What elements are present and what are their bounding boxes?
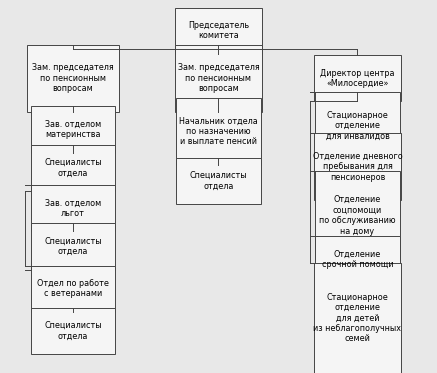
FancyBboxPatch shape [31,106,115,153]
Text: Директор центра
«Милосердие»: Директор центра «Милосердие» [320,69,395,88]
Text: Начальник отдела
по назначению
и выплате пенсий: Начальник отдела по назначению и выплате… [179,116,258,146]
FancyBboxPatch shape [31,266,115,312]
FancyBboxPatch shape [31,145,115,191]
FancyBboxPatch shape [31,223,115,270]
Text: Отдел по работе
с ветеранами: Отдел по работе с ветеранами [37,279,109,298]
Text: Зав. отделом
материнства: Зав. отделом материнства [45,120,101,139]
FancyBboxPatch shape [315,171,400,260]
Text: Зав. отделом
льгот: Зав. отделом льгот [45,198,101,218]
FancyBboxPatch shape [176,98,261,165]
FancyBboxPatch shape [31,185,115,231]
FancyBboxPatch shape [175,7,262,54]
Text: Специалисты
отдела: Специалисты отдела [44,237,102,256]
FancyBboxPatch shape [314,263,401,373]
Text: Отделение
соцпомощи
по обслуживанию
на дому: Отделение соцпомощи по обслуживанию на д… [319,195,396,235]
FancyBboxPatch shape [314,133,401,200]
Text: Председатель
комитета: Председатель комитета [188,21,249,40]
Text: Стационарное
отделение
для инвалидов: Стационарное отделение для инвалидов [326,111,389,141]
FancyBboxPatch shape [315,92,400,160]
Text: Специалисты
отдела: Специалисты отдела [44,321,102,341]
Text: Зам. председателя
по пенсионным
вопросам: Зам. председателя по пенсионным вопросам [32,63,114,93]
Text: Специалисты
отдела: Специалисты отдела [44,158,102,178]
Text: Зам. председателя
по пенсионным
вопросам: Зам. председателя по пенсионным вопросам [177,63,260,93]
FancyBboxPatch shape [314,55,401,101]
Text: Отделение дневного
пребывания для
пенсионеров: Отделение дневного пребывания для пенсио… [312,152,402,182]
FancyBboxPatch shape [315,236,400,282]
FancyBboxPatch shape [175,44,262,112]
FancyBboxPatch shape [31,308,115,354]
FancyBboxPatch shape [28,44,118,112]
Text: Специалисты
отдела: Специалисты отдела [190,171,247,190]
FancyBboxPatch shape [176,158,261,204]
Text: Отделение
срочной помощи: Отделение срочной помощи [322,250,393,269]
Text: Стационарное
отделение
для детей
из неблагополучных
семей: Стационарное отделение для детей из небл… [313,292,402,343]
